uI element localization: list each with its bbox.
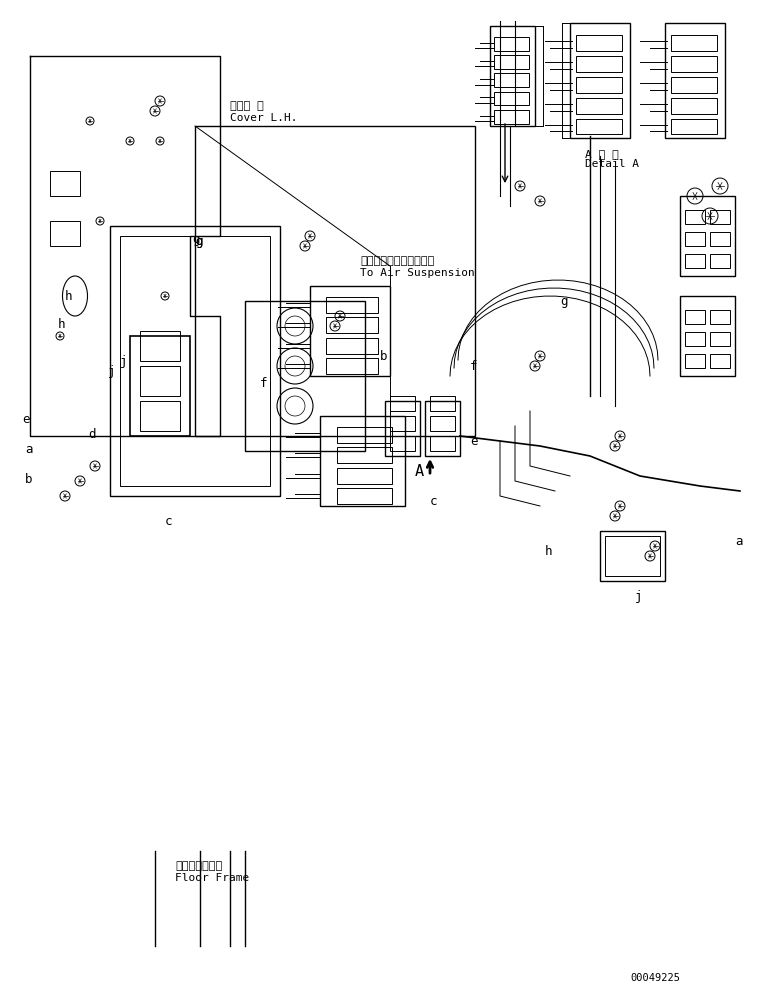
Bar — [430, 396, 455, 411]
Bar — [685, 310, 705, 324]
Bar — [140, 401, 180, 431]
Text: To Air Suspension: To Air Suspension — [360, 268, 475, 278]
Bar — [430, 436, 455, 451]
Text: g: g — [195, 234, 202, 247]
Bar — [326, 338, 378, 354]
Text: h: h — [545, 545, 552, 558]
Bar — [385, 401, 420, 456]
Bar — [671, 56, 717, 72]
Bar — [576, 119, 622, 134]
Text: g: g — [560, 295, 568, 308]
Bar — [576, 35, 622, 51]
Bar — [671, 77, 717, 93]
Bar — [494, 37, 529, 51]
Bar — [710, 354, 730, 368]
Bar — [430, 416, 455, 431]
Text: Cover L.H.: Cover L.H. — [230, 113, 298, 123]
Bar — [390, 396, 415, 411]
Bar — [50, 221, 80, 246]
Text: A: A — [415, 463, 424, 478]
Bar — [605, 536, 660, 576]
Text: 00049225: 00049225 — [630, 973, 680, 983]
Bar — [337, 426, 392, 442]
Bar — [326, 317, 378, 333]
Bar — [245, 301, 365, 451]
Text: フロアフレーム: フロアフレーム — [175, 861, 222, 871]
Bar — [326, 358, 378, 374]
Bar — [390, 436, 415, 451]
Bar — [490, 26, 535, 126]
Bar — [425, 401, 460, 456]
Text: c: c — [165, 515, 173, 528]
Bar — [320, 416, 405, 506]
Text: a: a — [25, 442, 33, 455]
Bar — [671, 119, 717, 134]
Bar — [494, 110, 529, 124]
Text: カバー 左: カバー 左 — [230, 101, 264, 111]
Bar — [600, 531, 665, 581]
Text: h: h — [65, 290, 72, 303]
Bar — [710, 310, 730, 324]
Bar — [710, 210, 730, 224]
Bar — [50, 171, 80, 196]
Bar — [671, 35, 717, 51]
Bar — [710, 254, 730, 268]
Text: c: c — [430, 494, 438, 508]
Bar — [685, 210, 705, 224]
Bar — [685, 232, 705, 246]
Bar — [326, 297, 378, 313]
Bar — [120, 236, 270, 486]
Bar — [494, 74, 529, 88]
Text: d: d — [88, 427, 95, 440]
Bar — [576, 56, 622, 72]
Text: j: j — [635, 590, 642, 603]
Bar — [685, 254, 705, 268]
Text: e: e — [22, 412, 30, 425]
Text: Detail A: Detail A — [585, 159, 639, 169]
Bar — [337, 488, 392, 504]
Text: f: f — [260, 376, 268, 389]
Bar — [576, 77, 622, 93]
Bar — [110, 226, 280, 496]
Text: a: a — [735, 535, 743, 548]
Bar — [710, 332, 730, 346]
Text: Floor Frame: Floor Frame — [175, 873, 250, 883]
Bar — [710, 232, 730, 246]
Bar — [680, 296, 735, 376]
Text: h: h — [58, 318, 65, 331]
Text: b: b — [25, 472, 33, 485]
Bar — [337, 447, 392, 463]
Text: g: g — [195, 234, 202, 247]
Text: f: f — [470, 360, 477, 373]
Text: A 詳 細: A 詳 細 — [585, 149, 619, 159]
Bar — [576, 98, 622, 114]
Bar — [140, 366, 180, 396]
Text: j: j — [108, 365, 116, 377]
Text: b: b — [380, 350, 387, 363]
Bar — [140, 331, 180, 361]
Bar — [337, 467, 392, 483]
Text: e: e — [470, 434, 477, 447]
Text: エアーサスペンションへ: エアーサスペンションへ — [360, 256, 435, 266]
Bar — [195, 126, 475, 436]
Bar — [680, 196, 735, 276]
Bar — [130, 336, 190, 436]
Bar — [685, 332, 705, 346]
Bar — [685, 354, 705, 368]
Bar — [310, 286, 390, 376]
Bar — [494, 55, 529, 69]
Text: j: j — [120, 355, 128, 368]
Bar — [665, 23, 725, 138]
Bar — [570, 23, 630, 138]
Bar — [494, 92, 529, 106]
Bar — [390, 416, 415, 431]
Text: g: g — [192, 232, 199, 245]
Bar — [671, 98, 717, 114]
